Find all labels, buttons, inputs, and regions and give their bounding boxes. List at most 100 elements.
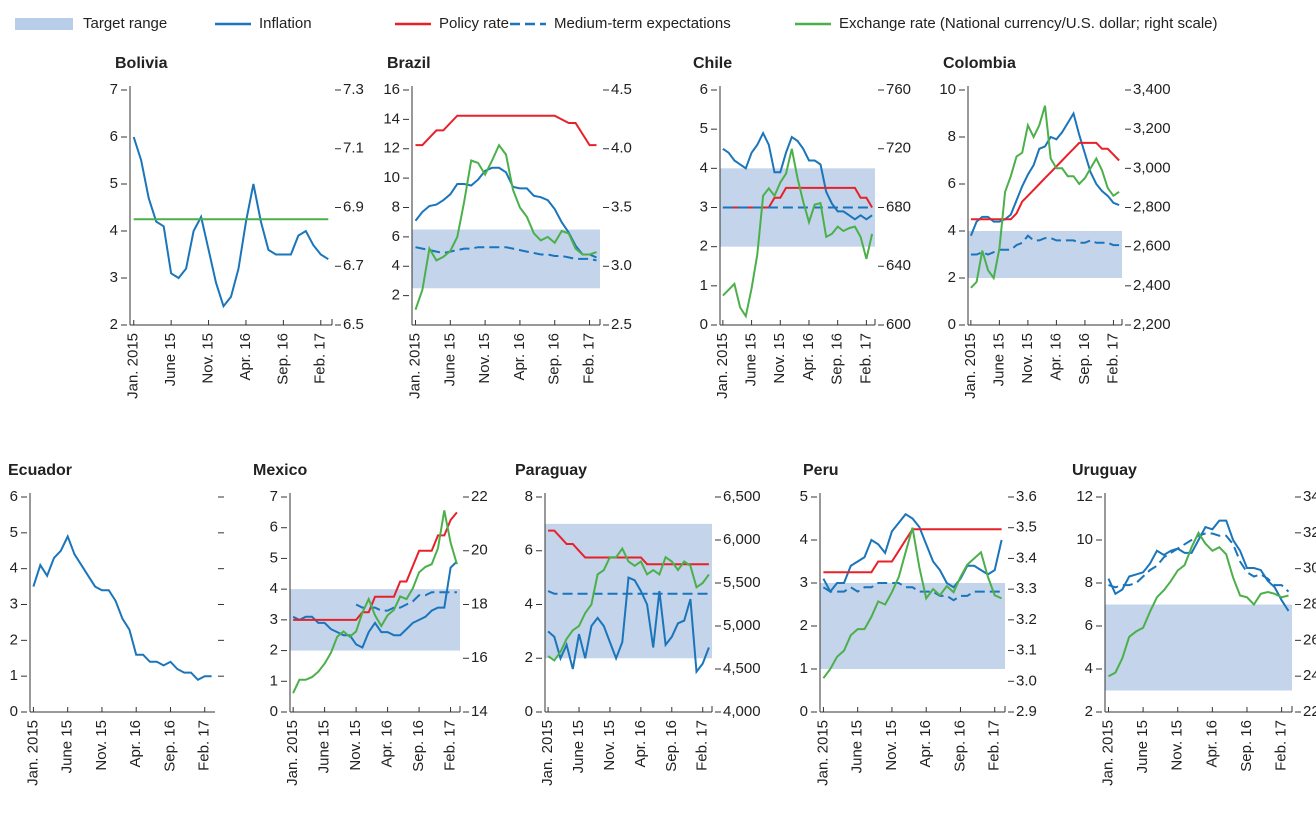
- y2-tick-label: 5,500: [723, 574, 761, 591]
- y2-tick-label: 3.4: [1016, 549, 1037, 566]
- x-tick-label: Nov. 15: [476, 333, 493, 384]
- y-tick-label: 5: [800, 488, 808, 505]
- inflation-line: [969, 110, 1120, 237]
- y-tick-label: 1: [10, 667, 18, 684]
- y-tick-label: 2: [800, 617, 808, 634]
- x-tick-label: Apr. 16: [1203, 720, 1220, 768]
- y2-tick-label: 4,500: [723, 660, 761, 677]
- y2-tick-label: 3.6: [1016, 488, 1037, 505]
- x-tick-label: June 15: [441, 333, 458, 386]
- y-tick-label: 3: [10, 595, 18, 612]
- y2-tick-label: 680: [886, 198, 911, 215]
- x-tick-label: Apr. 16: [917, 720, 934, 768]
- y2-tick-label: 30: [1303, 560, 1316, 577]
- y2-tick-label: 28: [1303, 595, 1316, 612]
- y-tick-label: 3: [270, 611, 278, 628]
- panel: Bolivia 2 3 4 5 6 7 6.5 6.7 6.9 7.1 7.3 Jan. 2015 Jun…: [110, 55, 364, 399]
- y2-tick-label: 3.5: [611, 198, 632, 215]
- y2-tick-label: 4.0: [611, 140, 632, 157]
- panel: Paraguay 0 2 4 6 8 4,000 4,500 5,000 5,500 6,000 6,…: [515, 462, 761, 786]
- panel-title: Mexico: [253, 462, 307, 479]
- panel-title: Paraguay: [515, 462, 587, 479]
- y-tick-label: 0: [700, 316, 708, 333]
- panel-title: Uruguay: [1072, 462, 1137, 479]
- x-tick-label: Feb. 17: [857, 333, 874, 384]
- y-tick-label: 6: [700, 81, 708, 98]
- y2-tick-label: 3,000: [1133, 159, 1171, 176]
- y-tick-label: 4: [800, 531, 808, 548]
- y2-tick-label: 2,200: [1133, 316, 1171, 333]
- x-tick-label: June 15: [59, 720, 76, 773]
- panel: Peru 0 1 2 3 4 5 2.9 3.0 3.1 3.2 3.3 3.4 3.5 3.6 Jan. 2…: [800, 462, 1037, 786]
- y2-tick-label: 16: [471, 649, 488, 666]
- y2-tick-label: 3.2: [1016, 611, 1037, 628]
- x-tick-label: Jan. 2015: [284, 720, 301, 786]
- y-tick-label: 12: [1076, 488, 1093, 505]
- y-tick-label: 3: [700, 198, 708, 215]
- exchange-rate-line: [547, 546, 710, 662]
- y-tick-label: 10: [1076, 531, 1093, 548]
- y-tick-label: 0: [948, 316, 956, 333]
- y-tick-label: 16: [383, 81, 400, 98]
- x-tick-label: Nov. 15: [601, 720, 618, 771]
- y2-tick-label: 4,000: [723, 703, 761, 720]
- expectations-line: [822, 582, 1002, 602]
- exchange-rate-line: [414, 143, 597, 311]
- y2-tick-label: 4.5: [611, 81, 632, 98]
- y-tick-label: 4: [10, 560, 18, 577]
- exchange-rate-line: [822, 527, 1003, 679]
- x-tick-label: Nov. 15: [1019, 333, 1036, 384]
- y-tick-label: 0: [525, 703, 533, 720]
- expectations-line: [415, 246, 597, 262]
- x-tick-label: Jan. 2015: [539, 720, 556, 786]
- y2-tick-label: 7.1: [343, 140, 364, 157]
- x-tick-label: Sep. 16: [663, 720, 680, 772]
- panel-title: Bolivia: [115, 55, 168, 72]
- y2-tick-label: 3.3: [1016, 580, 1037, 597]
- y2-tick-label: 2,400: [1133, 277, 1171, 294]
- inflation-line: [132, 136, 329, 309]
- legend-label: Medium-term expectations: [554, 15, 731, 32]
- legend-label: Policy rate: [439, 15, 509, 32]
- x-tick-label: Feb. 17: [1273, 720, 1290, 771]
- x-tick-label: Sep. 16: [161, 720, 178, 772]
- y2-tick-label: 18: [471, 595, 488, 612]
- y-tick-label: 2: [1085, 703, 1093, 720]
- x-tick-label: Apr. 16: [511, 333, 528, 381]
- y-tick-label: 2: [270, 642, 278, 659]
- target-range: [820, 583, 1005, 669]
- y-tick-label: 3: [800, 574, 808, 591]
- y-tick-label: 4: [110, 222, 118, 239]
- x-tick-label: Sep. 16: [274, 333, 291, 385]
- x-tick-label: Feb. 17: [312, 333, 329, 384]
- y2-tick-label: 24: [1303, 667, 1316, 684]
- panel: Ecuador 0 1 2 3 4 5 6 Jan. 2015 June 15 Nov. 15 Apr…: [8, 462, 224, 786]
- x-tick-label: Feb. 17: [442, 720, 459, 771]
- x-tick-label: Jan. 2015: [814, 720, 831, 786]
- y2-tick-label: 3.1: [1016, 642, 1037, 659]
- y2-tick-label: 720: [886, 140, 911, 157]
- x-tick-label: Jan. 2015: [1099, 720, 1116, 786]
- y-tick-label: 1: [800, 660, 808, 677]
- y2-tick-label: 32: [1303, 524, 1316, 541]
- exchange-rate-line: [1108, 530, 1289, 678]
- target-range: [412, 229, 600, 289]
- panel-title: Peru: [803, 462, 839, 479]
- y-tick-label: 12: [383, 140, 400, 157]
- legend-label: Inflation: [259, 15, 312, 32]
- panel-title: Chile: [693, 55, 732, 72]
- x-tick-label: Apr. 16: [127, 720, 144, 768]
- y-tick-label: 1: [270, 672, 278, 689]
- inflation-line: [722, 130, 873, 221]
- expectations-line: [1108, 532, 1290, 593]
- y2-tick-label: 600: [886, 316, 911, 333]
- x-tick-label: Feb. 17: [986, 720, 1003, 771]
- y2-tick-label: 6.9: [343, 198, 364, 215]
- expectations-line: [547, 590, 709, 595]
- inflation-line: [292, 560, 458, 649]
- legend-label: Exchange rate (National currency/U.S. do…: [839, 15, 1218, 32]
- x-tick-label: Sep. 16: [1238, 720, 1255, 772]
- x-tick-label: June 15: [162, 333, 179, 386]
- policy-rate-line: [415, 114, 597, 147]
- y-tick-label: 7: [110, 81, 118, 98]
